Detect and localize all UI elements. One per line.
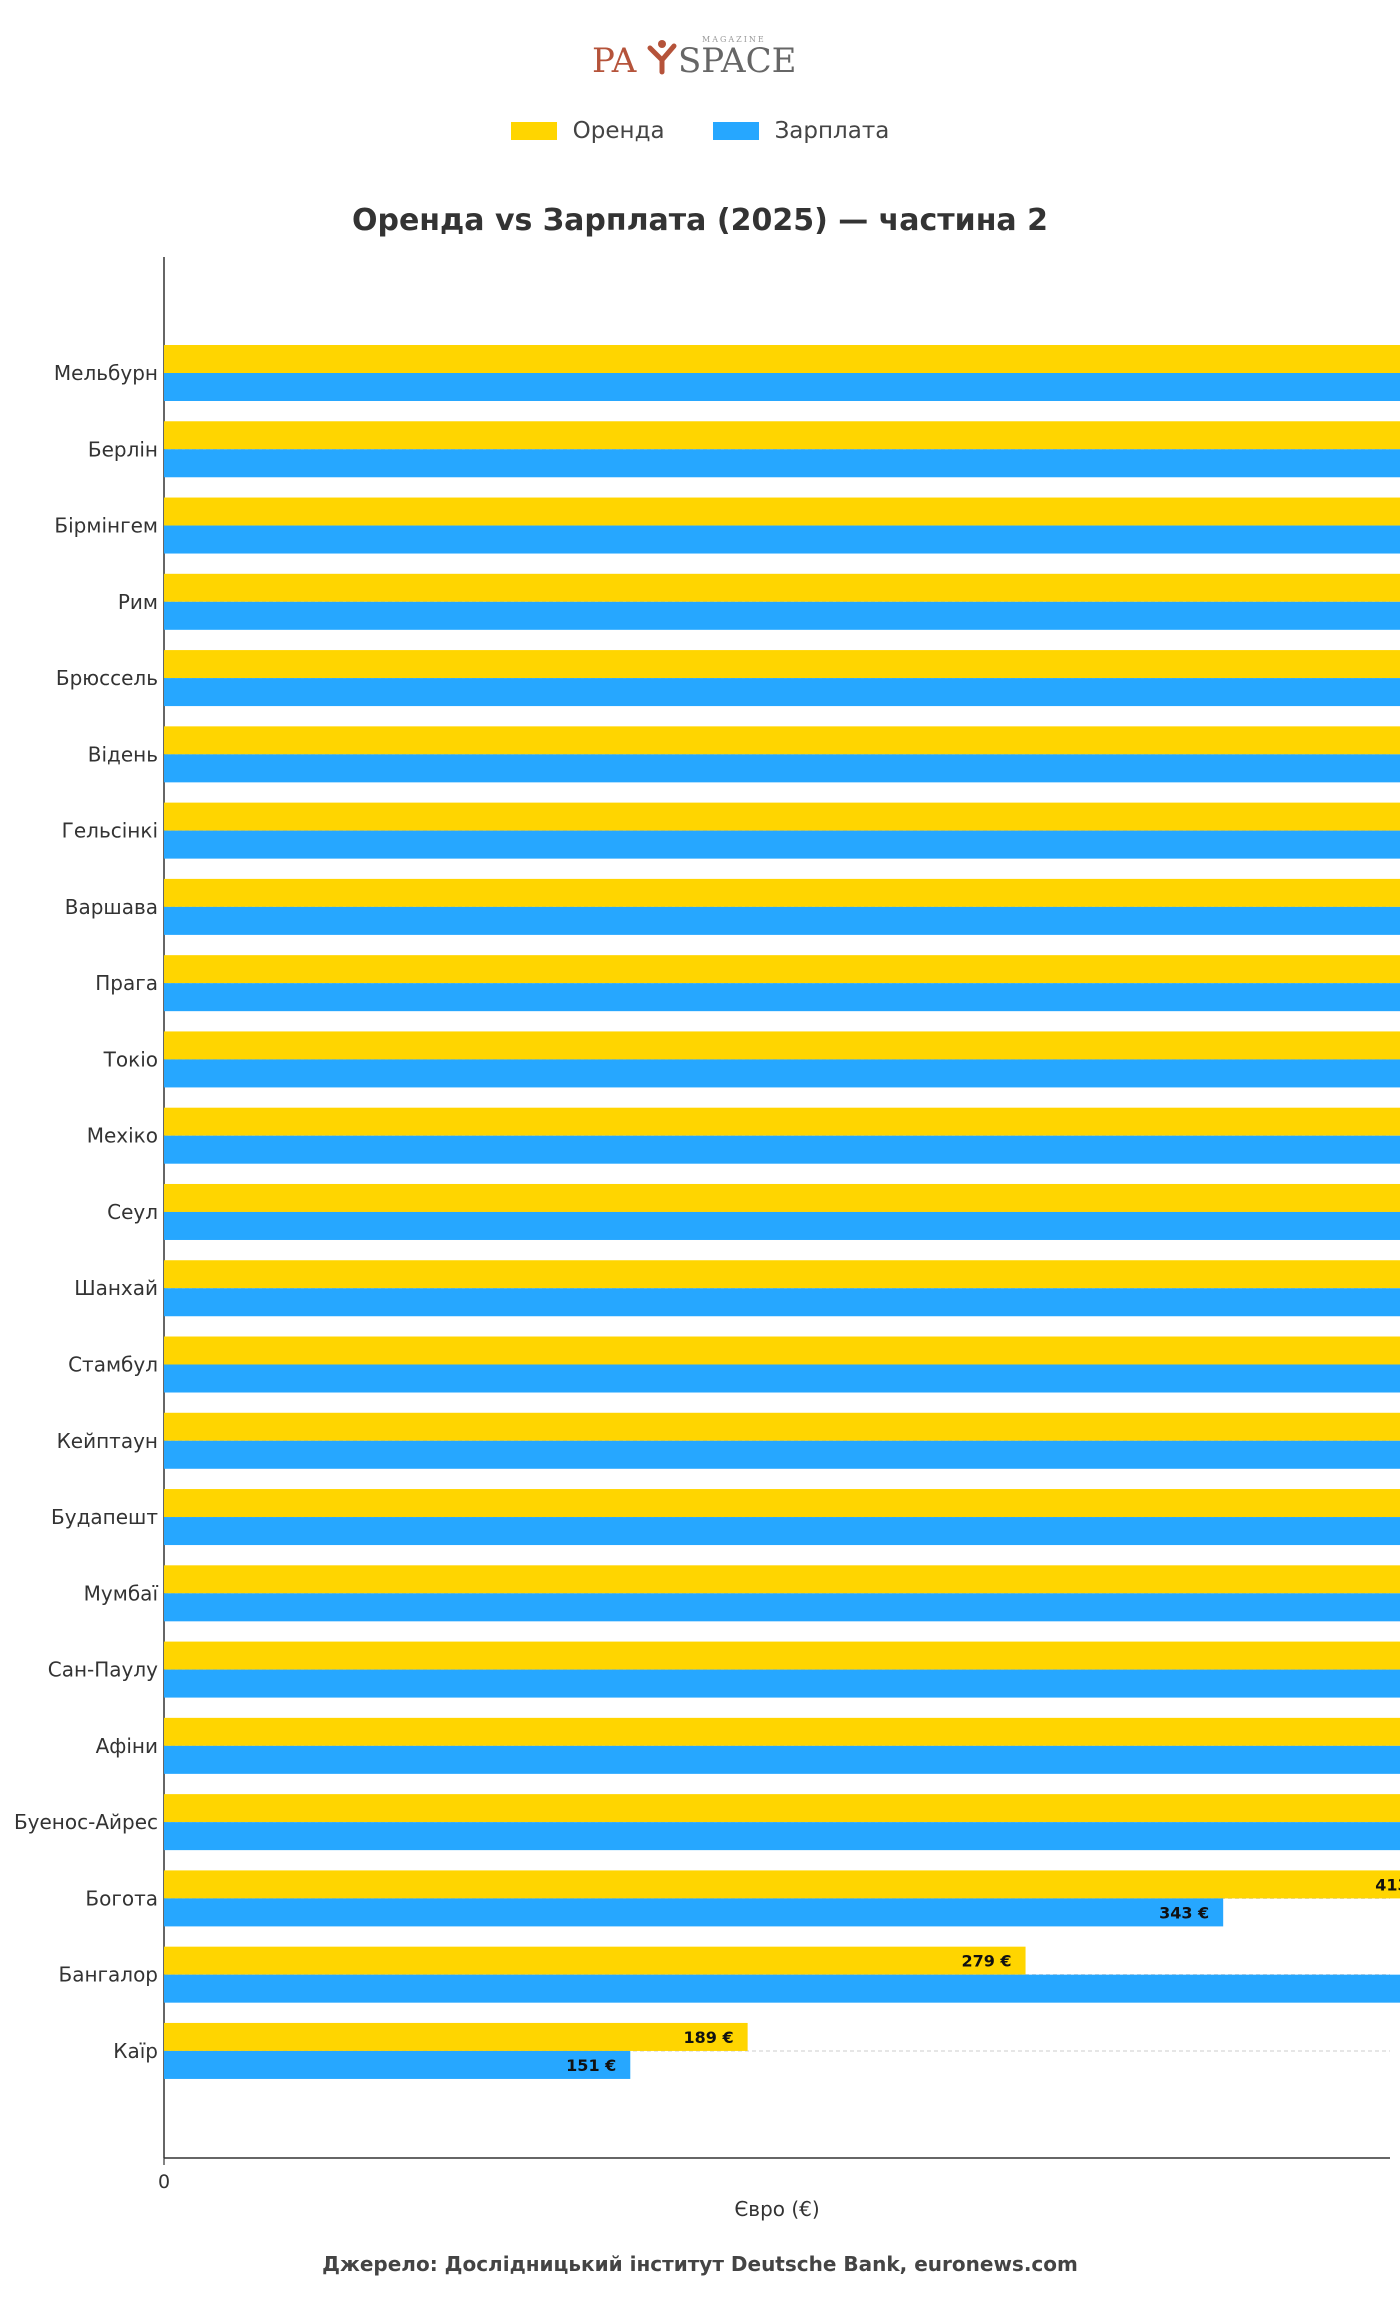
category-label: Стамбул [68,1353,158,1377]
category-label: Бірмінгем [54,514,158,538]
rent-bar [164,497,1400,526]
category-label: Бангалор [58,1963,158,1987]
legend-label-rent: Оренда [572,118,665,144]
rent-bar [164,1717,1400,1746]
rent-bar [164,421,1400,450]
rent-bar [164,955,1400,984]
category-label: Варшава [65,895,158,919]
rent-bar [164,726,1400,755]
rent-bar [164,1641,1400,1670]
category-label: Мехіко [87,1124,158,1148]
rent-bar [164,1794,1400,1823]
category-label: Брюссель [56,666,158,690]
salary-bar [164,830,1400,859]
salary-bar [164,601,1400,630]
category-label: Гельсінкі [62,819,158,843]
rent-bar [164,1412,1400,1441]
salary-bar [164,906,1400,935]
salary-bar [164,1211,1400,1240]
category-label: Рим [118,590,158,614]
rent-bar [164,1183,1400,1212]
salary-bar [164,1822,1400,1851]
bar-chart: 0500100015002000250030003500Євро (€)Мель… [14,257,1400,2221]
x-tick-label: 0 [158,2171,170,2193]
category-label: Сан-Паулу [48,1658,158,1682]
rent-bar [164,1946,1026,1975]
rent-bar [164,1489,1400,1518]
rent-bar [164,1336,1400,1365]
salary-value-label: 151 € [566,2056,616,2075]
salary-bar [164,1517,1400,1546]
salary-bar [164,1898,1224,1927]
rent-bar [164,1107,1400,1136]
category-label: Токіо [103,1047,158,1071]
salary-bar [164,1669,1400,1698]
legend-item-salary: Зарплата [712,118,890,144]
category-label: Берлін [88,437,158,461]
rent-bar [164,573,1400,602]
payspace-logo: PA SPACE MAGAZINE [0,30,1400,90]
category-label: Будапешт [51,1505,158,1529]
category-label: Богота [85,1886,158,1910]
salary-bar [164,1440,1400,1469]
logo-text-left: PA [592,41,637,81]
legend-item-rent: Оренда [510,118,665,144]
category-label: Прага [95,971,158,995]
salary-bar [164,754,1400,783]
salary-bar [164,1288,1400,1317]
salary-bar [164,2050,631,2079]
salary-bar [164,525,1400,554]
rent-bar [164,802,1400,831]
category-label: Шанхай [74,1276,158,1300]
salary-bar [164,1974,1400,2003]
legend-swatch-rent [510,122,557,140]
logo-text-right: SPACE [678,41,796,81]
category-label: Буенос-Айрес [14,1810,158,1834]
rent-bar [164,1870,1400,1899]
rent-bar [164,345,1400,373]
rent-value-label: 413 € [1375,1875,1400,1894]
chart-title: Оренда vs Зарплата (2025) — частина 2 [351,203,1048,238]
category-label: Сеул [107,1200,158,1224]
rent-value-label: 189 € [684,2028,734,2047]
rent-bar [164,1031,1400,1060]
logo-tagline: MAGAZINE [702,35,766,44]
category-label: Кейптаун [57,1429,158,1453]
salary-bar [164,1364,1400,1393]
salary-bar [164,678,1400,707]
category-label: Відень [88,742,158,766]
rent-bar [164,2022,748,2051]
rent-bar [164,1565,1400,1594]
rent-value-label: 279 € [961,1952,1011,1971]
salary-bar [164,449,1400,478]
category-label: Каїр [113,2039,158,2063]
category-label: Мельбурн [54,361,158,385]
source-note: Джерело: Дослідницький інститут Deutsche… [322,2252,1078,2276]
category-label: Афіни [96,1734,158,1758]
salary-bar [164,373,1400,401]
salary-bar [164,1593,1400,1622]
rent-bar [164,1260,1400,1289]
x-axis-label: Євро (€) [734,2197,819,2221]
rent-bar [164,650,1400,679]
salary-bar [164,1745,1400,1774]
category-label: Мумбаї [84,1581,159,1605]
salary-bar [164,1059,1400,1088]
salary-bar [164,983,1400,1012]
salary-bar [164,1135,1400,1164]
rent-bar [164,878,1400,907]
legend-swatch-salary [712,122,759,140]
logo-graphic: PA SPACE MAGAZINE [592,35,796,81]
logo-figure-icon [647,40,677,75]
legend-label-salary: Зарплата [774,118,890,144]
salary-value-label: 343 € [1159,1903,1209,1922]
chart-legend: Оренда Зарплата [0,118,1400,144]
